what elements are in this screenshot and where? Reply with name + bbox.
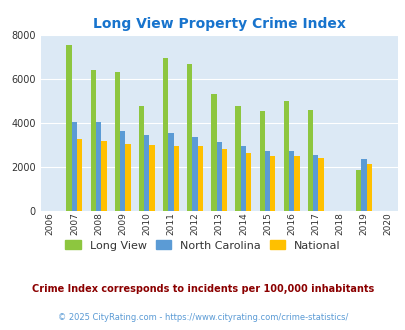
- Bar: [197, 146, 202, 211]
- Bar: [294, 156, 299, 211]
- Bar: [269, 156, 275, 211]
- Text: Crime Index corresponds to incidents per 100,000 inhabitants: Crime Index corresponds to incidents per…: [32, 284, 373, 294]
- Bar: [96, 122, 101, 211]
- Bar: [216, 142, 222, 211]
- Title: Long View Property Crime Index: Long View Property Crime Index: [93, 17, 345, 31]
- Bar: [192, 137, 197, 211]
- Bar: [90, 70, 96, 211]
- Bar: [264, 150, 269, 211]
- Bar: [139, 106, 144, 211]
- Bar: [318, 158, 323, 211]
- Bar: [120, 131, 125, 211]
- Bar: [125, 144, 130, 211]
- Bar: [355, 170, 360, 211]
- Bar: [162, 58, 168, 211]
- Bar: [240, 146, 245, 211]
- Bar: [101, 141, 106, 211]
- Bar: [173, 146, 179, 211]
- Bar: [259, 111, 264, 211]
- Bar: [235, 106, 240, 211]
- Bar: [288, 150, 294, 211]
- Bar: [66, 45, 72, 211]
- Bar: [77, 140, 82, 211]
- Bar: [72, 122, 77, 211]
- Bar: [222, 149, 227, 211]
- Bar: [168, 133, 173, 211]
- Bar: [144, 135, 149, 211]
- Bar: [312, 155, 318, 211]
- Bar: [245, 153, 251, 211]
- Bar: [360, 159, 366, 211]
- Bar: [187, 64, 192, 211]
- Text: © 2025 CityRating.com - https://www.cityrating.com/crime-statistics/: © 2025 CityRating.com - https://www.city…: [58, 313, 347, 322]
- Bar: [283, 101, 288, 211]
- Bar: [149, 145, 154, 211]
- Bar: [307, 110, 312, 211]
- Bar: [115, 72, 120, 211]
- Bar: [366, 164, 371, 211]
- Legend: Long View, North Carolina, National: Long View, North Carolina, National: [61, 236, 344, 255]
- Bar: [211, 94, 216, 211]
